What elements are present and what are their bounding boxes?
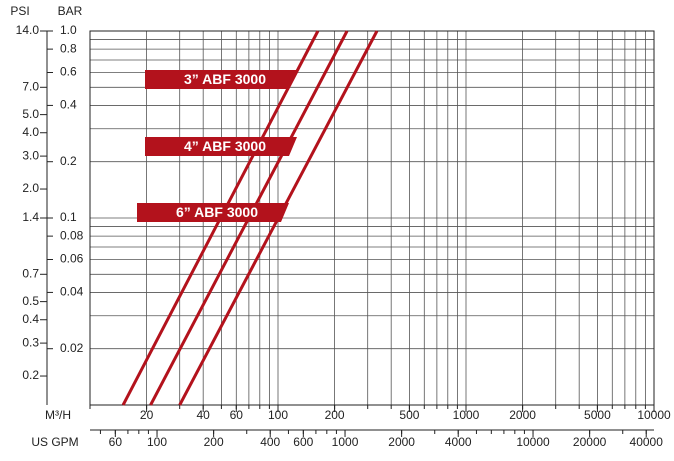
series-label-box	[137, 203, 289, 222]
y2-tick-label: 3.0	[22, 148, 39, 162]
x-axis-label: M³/H	[45, 408, 71, 422]
y-tick-label: 0.08	[60, 228, 84, 242]
y2-tick-label: 7.0	[22, 79, 39, 93]
x-tick-label: 1000	[453, 408, 480, 422]
x-tick-label: 10000	[637, 408, 671, 422]
x2-tick-label: 4000	[445, 435, 472, 449]
y2-tick-label: 2.0	[22, 181, 39, 195]
x2-tick-label: 20000	[573, 435, 607, 449]
y2-axis-label: PSI	[10, 4, 29, 18]
y-tick-label: 0.8	[60, 41, 77, 55]
x2-tick-label: 1000	[332, 435, 359, 449]
series-label: 3” ABF 3000	[184, 71, 266, 87]
x2-tick-label: 2000	[388, 435, 415, 449]
y2-tick-label: 4.0	[22, 125, 39, 139]
y-tick-label: 1.0	[60, 23, 77, 37]
y2-tick-label: 0.2	[22, 368, 39, 382]
y-tick-label: 0.6	[60, 65, 77, 79]
y2-tick-label: 0.7	[22, 266, 39, 280]
x2-tick-label: 100	[147, 435, 167, 449]
x-tick-label: 2000	[509, 408, 536, 422]
y-tick-label: 0.04	[60, 285, 84, 299]
plot-frame	[89, 30, 655, 406]
x2-tick-label: 60	[109, 435, 123, 449]
x-tick-label: 100	[268, 408, 288, 422]
y2-tick-label: 5.0	[22, 107, 39, 121]
y-tick-label: 0.06	[60, 252, 84, 266]
y2-tick-label: 1.4	[22, 210, 39, 224]
y-tick-label: 0.2	[60, 154, 77, 168]
x-tick-label: 20	[140, 408, 154, 422]
y2-tick-label: 0.4	[22, 312, 39, 326]
x2-tick-label: 200	[204, 435, 224, 449]
y-tick-label: 0.1	[60, 210, 77, 224]
y-axis-label: BAR	[58, 4, 83, 18]
x-tick-label: 200	[325, 408, 345, 422]
x2-tick-label: 600	[293, 435, 313, 449]
x2-tick-label: 40000	[630, 435, 664, 449]
y-tick-label: 0.4	[60, 98, 77, 112]
series-label-box	[145, 70, 297, 89]
y2-tick-label: 0.5	[22, 294, 39, 308]
x2-axis-label: US GPM	[31, 435, 78, 449]
x-tick-label: 5000	[584, 408, 611, 422]
x-tick-label: 40	[197, 408, 211, 422]
y2-tick-label: 0.3	[22, 335, 39, 349]
x2-tick-label: 10000	[516, 435, 550, 449]
y-tick-label: 0.02	[60, 341, 84, 355]
x2-tick-label: 400	[260, 435, 280, 449]
series-label: 6” ABF 3000	[176, 204, 258, 220]
x-tick-label: 60	[230, 408, 244, 422]
series-label: 4” ABF 3000	[184, 138, 266, 154]
series-label-box	[145, 137, 297, 156]
y2-tick-label: 14.0	[16, 23, 40, 37]
x-tick-label: 500	[399, 408, 419, 422]
